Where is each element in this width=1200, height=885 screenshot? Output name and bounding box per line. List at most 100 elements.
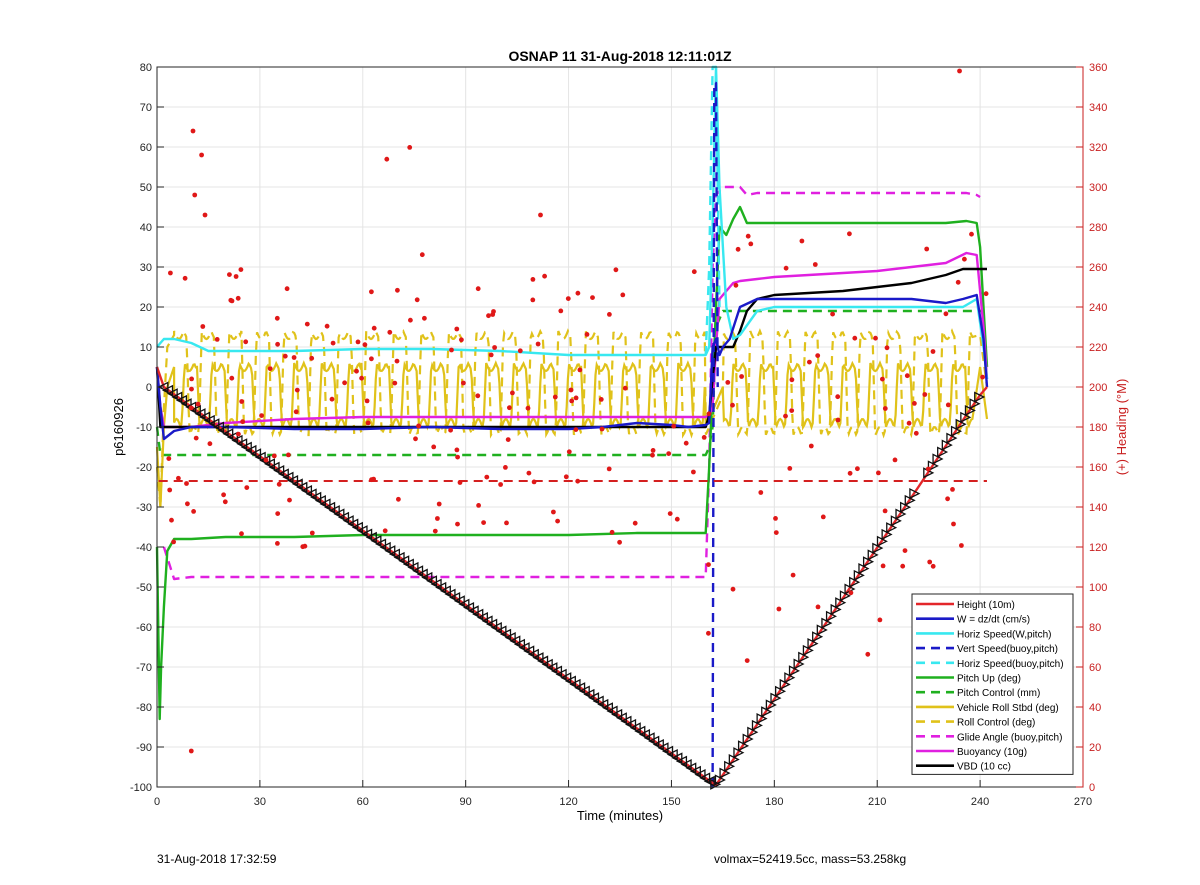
x-tick-label: 60 [357,796,369,808]
heading-point [945,402,951,408]
heading-point [783,265,789,271]
heading-point [959,543,964,548]
heading-point [683,440,689,446]
heading-point [275,541,280,546]
heading-point [457,480,463,485]
height-marker [560,672,572,684]
heading-point [392,380,398,386]
heading-point [371,325,377,331]
height-marker [282,471,294,483]
heading-point [880,376,885,382]
heading-point [900,563,906,569]
heading-point [598,397,604,402]
plot-area [155,65,989,790]
heading-point [286,452,291,458]
height-marker [236,438,248,450]
height-marker [384,545,396,557]
heading-point [362,342,368,348]
heading-point [573,427,579,432]
height-marker [347,518,359,530]
heading-point [330,340,336,346]
height-marker [231,434,243,447]
height-marker [500,628,512,640]
heading-point [666,451,672,456]
heading-point [413,436,418,442]
heading-point [882,508,888,514]
heading-point [492,345,497,350]
height-marker [472,608,484,620]
y-tick-label: -70 [136,662,152,674]
heading-point [892,457,898,463]
heading-point [962,256,967,262]
height-marker [569,678,581,690]
heading-point [957,68,962,74]
heading-point [185,501,190,507]
heading-point [531,479,537,485]
y2-tick-label: 200 [1089,382,1107,394]
heading-point [431,444,437,450]
height-marker [671,752,683,764]
x-axis-label: Time (minutes) [577,808,663,823]
heading-point [789,408,795,413]
heading-point [906,420,912,426]
heading-point [243,339,249,345]
height-marker [263,458,275,470]
heading-point [275,341,280,347]
y-tick-label: 50 [140,182,152,194]
heading-point [505,437,511,442]
heading-point [168,270,173,276]
heading-point [371,476,376,482]
y2-tick-label: 60 [1089,662,1101,674]
x-tick-label: 150 [662,796,680,808]
y2-axis-label: (+) Heading (°M) [1114,379,1129,476]
x-tick-label: 90 [460,796,472,808]
heading-point [526,470,532,476]
y2-tick-label: 300 [1089,182,1107,194]
heading-point [324,323,330,329]
heading-point [263,457,269,463]
heading-point [504,520,509,526]
height-marker [277,468,289,480]
heading-point [169,517,174,523]
height-marker [287,475,299,487]
heading-point [200,324,206,329]
heading-point [233,274,239,279]
height-marker [425,575,438,587]
heading-point [671,423,677,429]
heading-point [925,466,931,472]
legend-label: Horiz Speed(W,pitch) [957,629,1051,640]
y-tick-label: -50 [136,582,152,594]
heading-point [488,352,494,358]
heading-point [436,501,442,507]
height-marker [435,581,447,594]
heading-point [820,514,826,520]
heading-point [807,359,812,365]
heading-point [384,156,390,162]
height-marker [199,411,211,423]
heading-point [309,355,315,361]
height-marker [412,565,424,577]
height-marker [300,485,313,497]
heading-point [395,287,400,293]
heading-point [491,309,496,314]
heading-point [535,341,541,347]
legend-label: Roll Control (deg) [957,718,1035,729]
heading-point [291,355,297,360]
heading-point [449,347,454,353]
heading-point [789,377,795,383]
height-marker [458,598,470,610]
legend-label: Horiz Speed(buoy,pitch) [957,659,1064,670]
heading-point [617,539,622,545]
height-marker [328,505,340,517]
heading-point [369,289,374,295]
heading-point [455,521,460,527]
height-marker [217,424,229,436]
heading-point [538,212,543,218]
heading-point [195,401,201,407]
heading-point [877,617,883,623]
height-marker [689,765,701,777]
heading-point [484,474,490,480]
heading-point [176,475,181,481]
heading-point [555,518,560,524]
heading-point [193,435,199,441]
